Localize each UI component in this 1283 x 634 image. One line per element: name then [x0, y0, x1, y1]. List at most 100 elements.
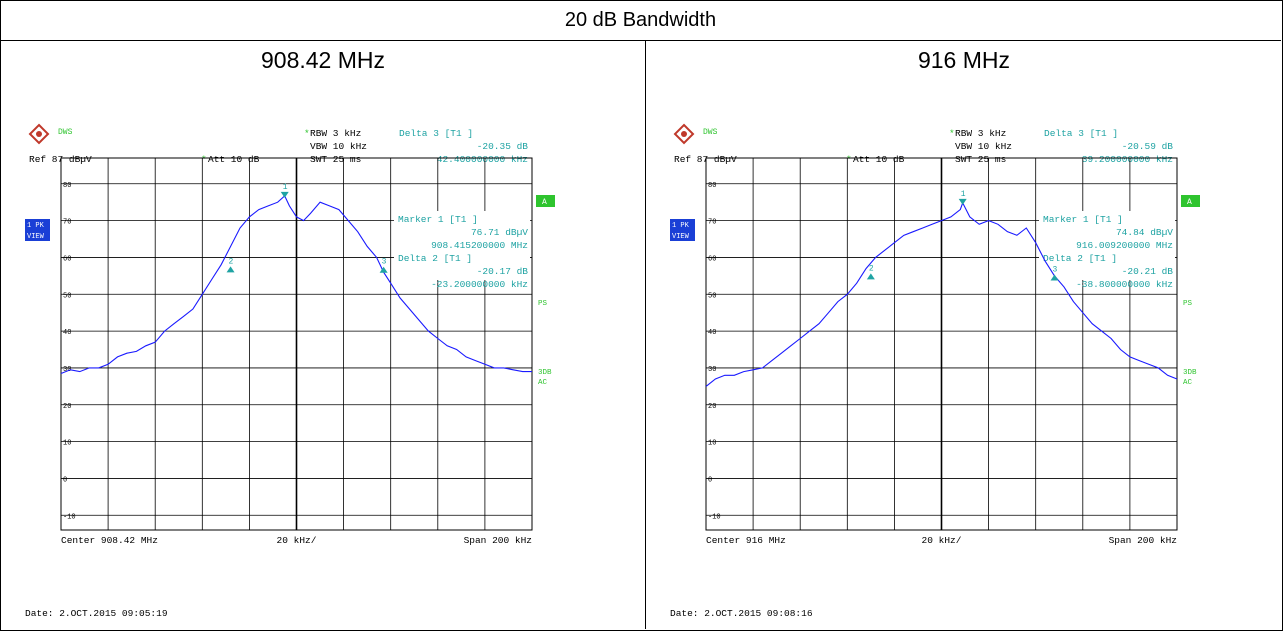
marker-box-bg — [1039, 211, 1175, 280]
trace-mode-label: 1 PK — [672, 222, 690, 230]
sweep-time: SWT 25 ms — [310, 154, 361, 165]
rbw: RBW 3 kHz — [310, 128, 361, 139]
center-frequency: Center 908.42 MHz — [61, 535, 158, 546]
delta2-freq: -38.800000000 kHz — [1076, 279, 1173, 290]
marker-1-label: 1 — [961, 190, 966, 199]
y-tick-label: 30 — [708, 366, 716, 374]
marker-1-icon — [280, 191, 289, 198]
capture-date: Date: 2.OCT.2015 09:08:16 — [670, 608, 813, 619]
marker1-label: Marker 1 [T1 ] — [1043, 214, 1123, 225]
marker-3-icon — [1050, 274, 1059, 281]
view-mode-label: VIEW — [27, 233, 45, 241]
panel-left: 908.42 MHz DWS Ref 87 dBµV * Att 10 dB * RBW … — [1, 41, 645, 629]
filter-3db-label: 3DB — [538, 369, 552, 377]
marker1-label: Marker 1 [T1 ] — [398, 214, 478, 225]
delta2-label: Delta 2 [T1 ] — [1043, 253, 1117, 264]
panel-right-title: 916 MHz — [917, 47, 1011, 73]
sweep-time: SWT 25 ms — [955, 154, 1006, 165]
marker1-level: 74.84 dBµV — [1116, 227, 1173, 238]
marker1-freq: 916.009200000 MHz — [1076, 240, 1173, 251]
delta2-db: -20.17 dB — [477, 266, 529, 277]
y-tick-label: 10 — [708, 440, 716, 448]
trace-line-0 — [60, 194, 532, 375]
coupling-ac-label: AC — [1183, 379, 1193, 387]
brand-logo-dot — [36, 131, 42, 137]
y-tick-label: 40 — [708, 329, 716, 337]
delta2-freq: -23.200000000 kHz — [431, 279, 528, 290]
y-tick-label: 60 — [708, 255, 716, 263]
panel-right: 916 MHz DWS Ref 87 dBµV * Att 10 dB * RBW 3 k… — [646, 41, 1282, 629]
rbw-star: * — [949, 128, 955, 139]
marker-3-label: 3 — [1053, 265, 1058, 274]
y-tick-label: 80 — [708, 182, 716, 190]
y-tick-label: 50 — [63, 292, 71, 300]
marker-1-icon — [958, 198, 967, 205]
marker-2-icon — [866, 273, 875, 280]
y-tick-label: 60 — [63, 255, 71, 263]
marker-3-label: 3 — [382, 258, 387, 267]
trace-mode-box — [670, 219, 695, 230]
delta2-label: Delta 2 [T1 ] — [398, 253, 472, 264]
marker-2-icon — [226, 266, 235, 273]
delta3-db: -20.35 dB — [477, 141, 529, 152]
preamp-label: PS — [538, 300, 548, 308]
delta3-db: -20.59 dB — [1122, 141, 1174, 152]
filter-3db-label: 3DB — [1183, 369, 1197, 377]
brand-logo-dot — [681, 131, 687, 137]
delta2-db: -20.21 dB — [1122, 266, 1174, 277]
view-mode-box — [670, 230, 695, 241]
y-tick-label: 50 — [708, 292, 716, 300]
y-tick-label: 20 — [63, 403, 71, 411]
marker1-level: 76.71 dBµV — [471, 227, 528, 238]
rbw: RBW 3 kHz — [955, 128, 1006, 139]
delta3-freq: 42.400000000 kHz — [437, 154, 528, 165]
page-title: 20 dB Bandwidth — [0, 0, 1281, 41]
capture-date: Date: 2.OCT.2015 09:05:19 — [25, 608, 168, 619]
y-tick-label: 10 — [63, 440, 71, 448]
span: Span 200 kHz — [464, 535, 532, 546]
marker-3-icon — [379, 266, 388, 273]
input-a-box — [536, 195, 555, 207]
input-a-box — [1181, 195, 1200, 207]
attenuation: Att 10 dB — [853, 154, 905, 165]
view-mode-box — [25, 230, 50, 241]
trace-line-0 — [705, 201, 1178, 387]
y-tick-label: 0 — [708, 476, 712, 484]
attenuation: Att 10 dB — [208, 154, 260, 165]
y-tick-label: 30 — [63, 366, 71, 374]
x-division: 20 kHz/ — [922, 535, 962, 546]
center-frequency: Center 916 MHz — [706, 535, 786, 546]
y-tick-label: -10 — [63, 513, 76, 521]
view-mode-label: VIEW — [672, 233, 690, 241]
vbw: VBW 10 kHz — [955, 141, 1012, 152]
delta3-label: Delta 3 [T1 ] — [1044, 128, 1118, 139]
y-tick-label: 20 — [708, 403, 716, 411]
panel-divider — [645, 41, 646, 629]
y-tick-label: 80 — [63, 182, 71, 190]
trace-mode-label: 1 PK — [27, 222, 45, 230]
delta3-freq: 39.200000000 kHz — [1082, 154, 1173, 165]
y-tick-label: 0 — [63, 476, 67, 484]
rbw-star: * — [304, 128, 310, 139]
panel-left-title: 908.42 MHz — [260, 47, 385, 73]
preamp-label: PS — [1183, 300, 1193, 308]
input-a-label: A — [1187, 198, 1192, 207]
att-star: * — [846, 154, 852, 165]
marker-box-bg — [394, 211, 530, 280]
marker-2-label: 2 — [229, 257, 234, 266]
span: Span 200 kHz — [1109, 535, 1177, 546]
marker-2-label: 2 — [869, 264, 874, 273]
coupling-ac-label: AC — [538, 379, 548, 387]
delta3-label: Delta 3 [T1 ] — [399, 128, 473, 139]
y-tick-label: 70 — [63, 219, 71, 227]
y-tick-label: 70 — [708, 219, 716, 227]
att-star: * — [201, 154, 207, 165]
input-a-label: A — [542, 198, 547, 207]
y-tick-label: -10 — [708, 513, 721, 521]
trace-mode-box — [25, 219, 50, 230]
vbw: VBW 10 kHz — [310, 141, 367, 152]
brand-label: DWS — [58, 128, 73, 137]
x-division: 20 kHz/ — [277, 535, 317, 546]
